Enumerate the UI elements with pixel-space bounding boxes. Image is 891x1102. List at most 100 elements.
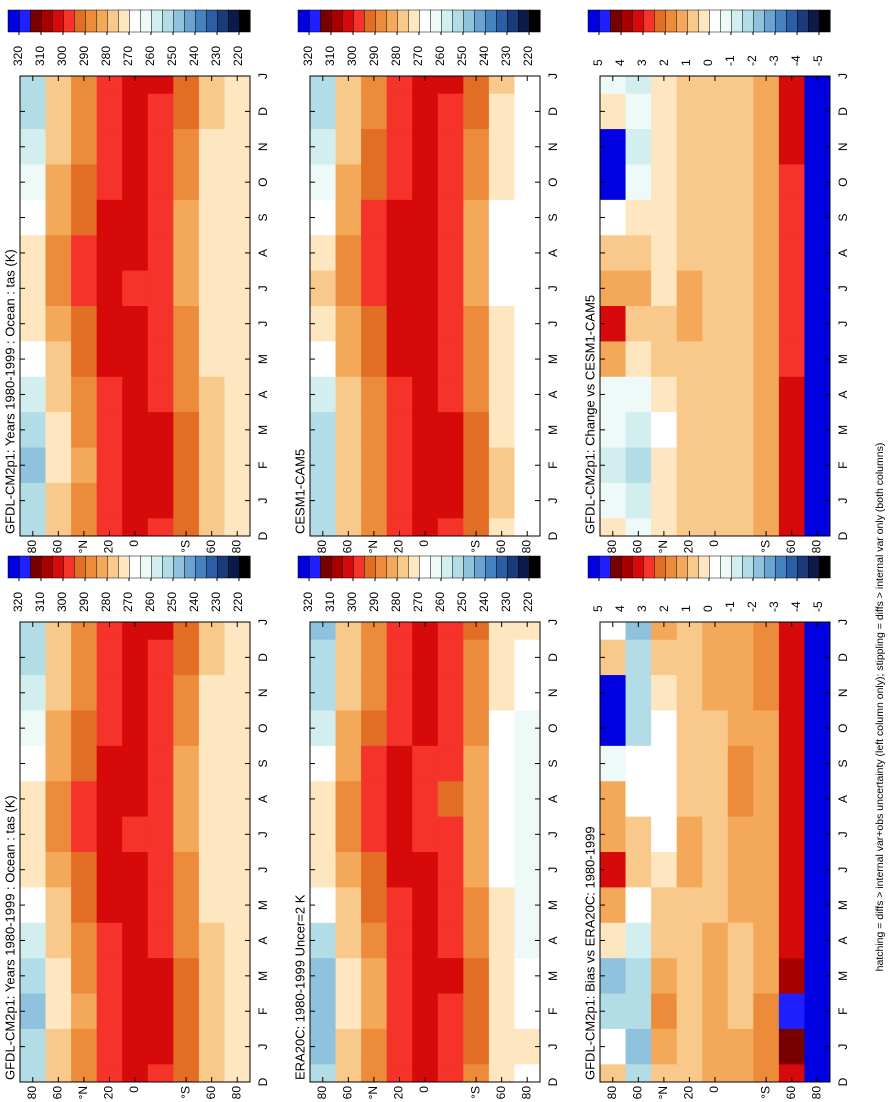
heat-cell [198,93,225,130]
heat-cell [463,234,490,271]
heat-cell [727,621,754,640]
heat-cell [753,1028,780,1065]
heat-cell [173,93,200,130]
colorbar-box [440,9,453,33]
heat-cell [335,482,362,519]
heat-cell [463,411,490,448]
colorbar-label: 220 [521,592,535,612]
heat-cell [310,621,336,640]
heat-cell [310,886,336,923]
heat-cell [600,957,626,994]
heat-cell [361,993,388,1029]
heat-cell [702,234,729,271]
x-tick-label: O [256,723,270,732]
heat-cell [335,1028,362,1065]
heat-cell [45,745,72,782]
heat-cell [437,411,464,448]
heat-cell [224,639,251,676]
colorbar-box [407,9,420,33]
colorbar-box [128,555,141,579]
heat-cell [463,128,490,165]
heat-cell [463,447,490,483]
heat-cell [676,75,703,94]
heat-cell [625,816,652,852]
heat-cell [727,1063,754,1082]
heat-cell [198,482,225,519]
heat-cell [625,376,652,413]
heat-cell [753,517,780,536]
heat-cell [437,886,464,923]
heat-cell [412,922,439,959]
heat-cell [45,886,72,923]
colorbar-box [363,9,376,33]
heat-cell [676,745,703,782]
heat-cell [122,1028,149,1065]
heat-cell [804,340,831,377]
heat-cell [361,411,388,448]
heat-cell [147,922,174,959]
heat-cell [437,710,464,746]
y-tick-label: °S [758,540,772,553]
y-tick-label: 80 [519,540,533,554]
heat-cell [173,164,200,200]
heat-cell [804,780,831,817]
heat-cell [198,710,225,746]
x-tick-label: M [256,900,270,910]
heat-cell [676,851,703,888]
heat-cell [335,957,362,994]
heat-cell [514,1028,541,1065]
heat-cell [514,164,541,200]
heat-cell [96,816,123,852]
x-tick-label: D [546,1077,560,1086]
heat-cell [676,621,703,640]
heat-cell [71,886,98,923]
heat-cell [386,639,413,676]
x-tick-label: N [256,688,270,697]
heat-cell [600,75,626,94]
heat-cell [600,816,626,852]
colorbar-box [774,555,787,579]
heat-cell [488,710,515,746]
heat-cell [45,305,72,342]
heat-cell [173,234,200,271]
x-tick-label: N [256,142,270,151]
heat-cell [20,993,46,1029]
heat-cell [778,851,805,888]
heat-cell [753,993,780,1029]
heat-cell [71,639,98,676]
heat-cell [71,851,98,888]
colorbar-label: 240 [477,592,491,612]
heat-cell [361,517,388,536]
heat-cell [488,447,515,483]
heat-cell [173,128,200,165]
y-tick-label: 0 [417,540,431,547]
colorbar-label: 3 [635,59,649,66]
colorbar-box [785,9,798,33]
heat-cell [488,234,515,271]
heat-cell [412,517,439,536]
colorbar-box [451,9,464,33]
heat-cell [335,780,362,817]
heat-cell [45,816,72,852]
colorbar-label: 290 [367,592,381,612]
heat-cell [310,75,336,94]
heat-cell [224,710,251,746]
heat-cell [122,164,149,200]
heat-cell [45,1063,72,1082]
heat-cell [224,305,251,342]
colorbar-box [631,555,644,579]
heat-cell [437,1063,464,1082]
heat-cell [778,128,805,165]
heat-cell [651,482,678,519]
heat-cell [651,93,678,130]
heat-cell [361,1063,388,1082]
colorbar-box [139,9,152,33]
heat-cell [147,411,174,448]
heat-cell [412,411,439,448]
heat-cell [20,376,46,413]
heat-cell [600,886,626,923]
heat-cell [386,816,413,852]
heat-cell [335,886,362,923]
y-tick-label: °N [656,540,670,553]
colorbar-label: 270 [121,46,135,66]
